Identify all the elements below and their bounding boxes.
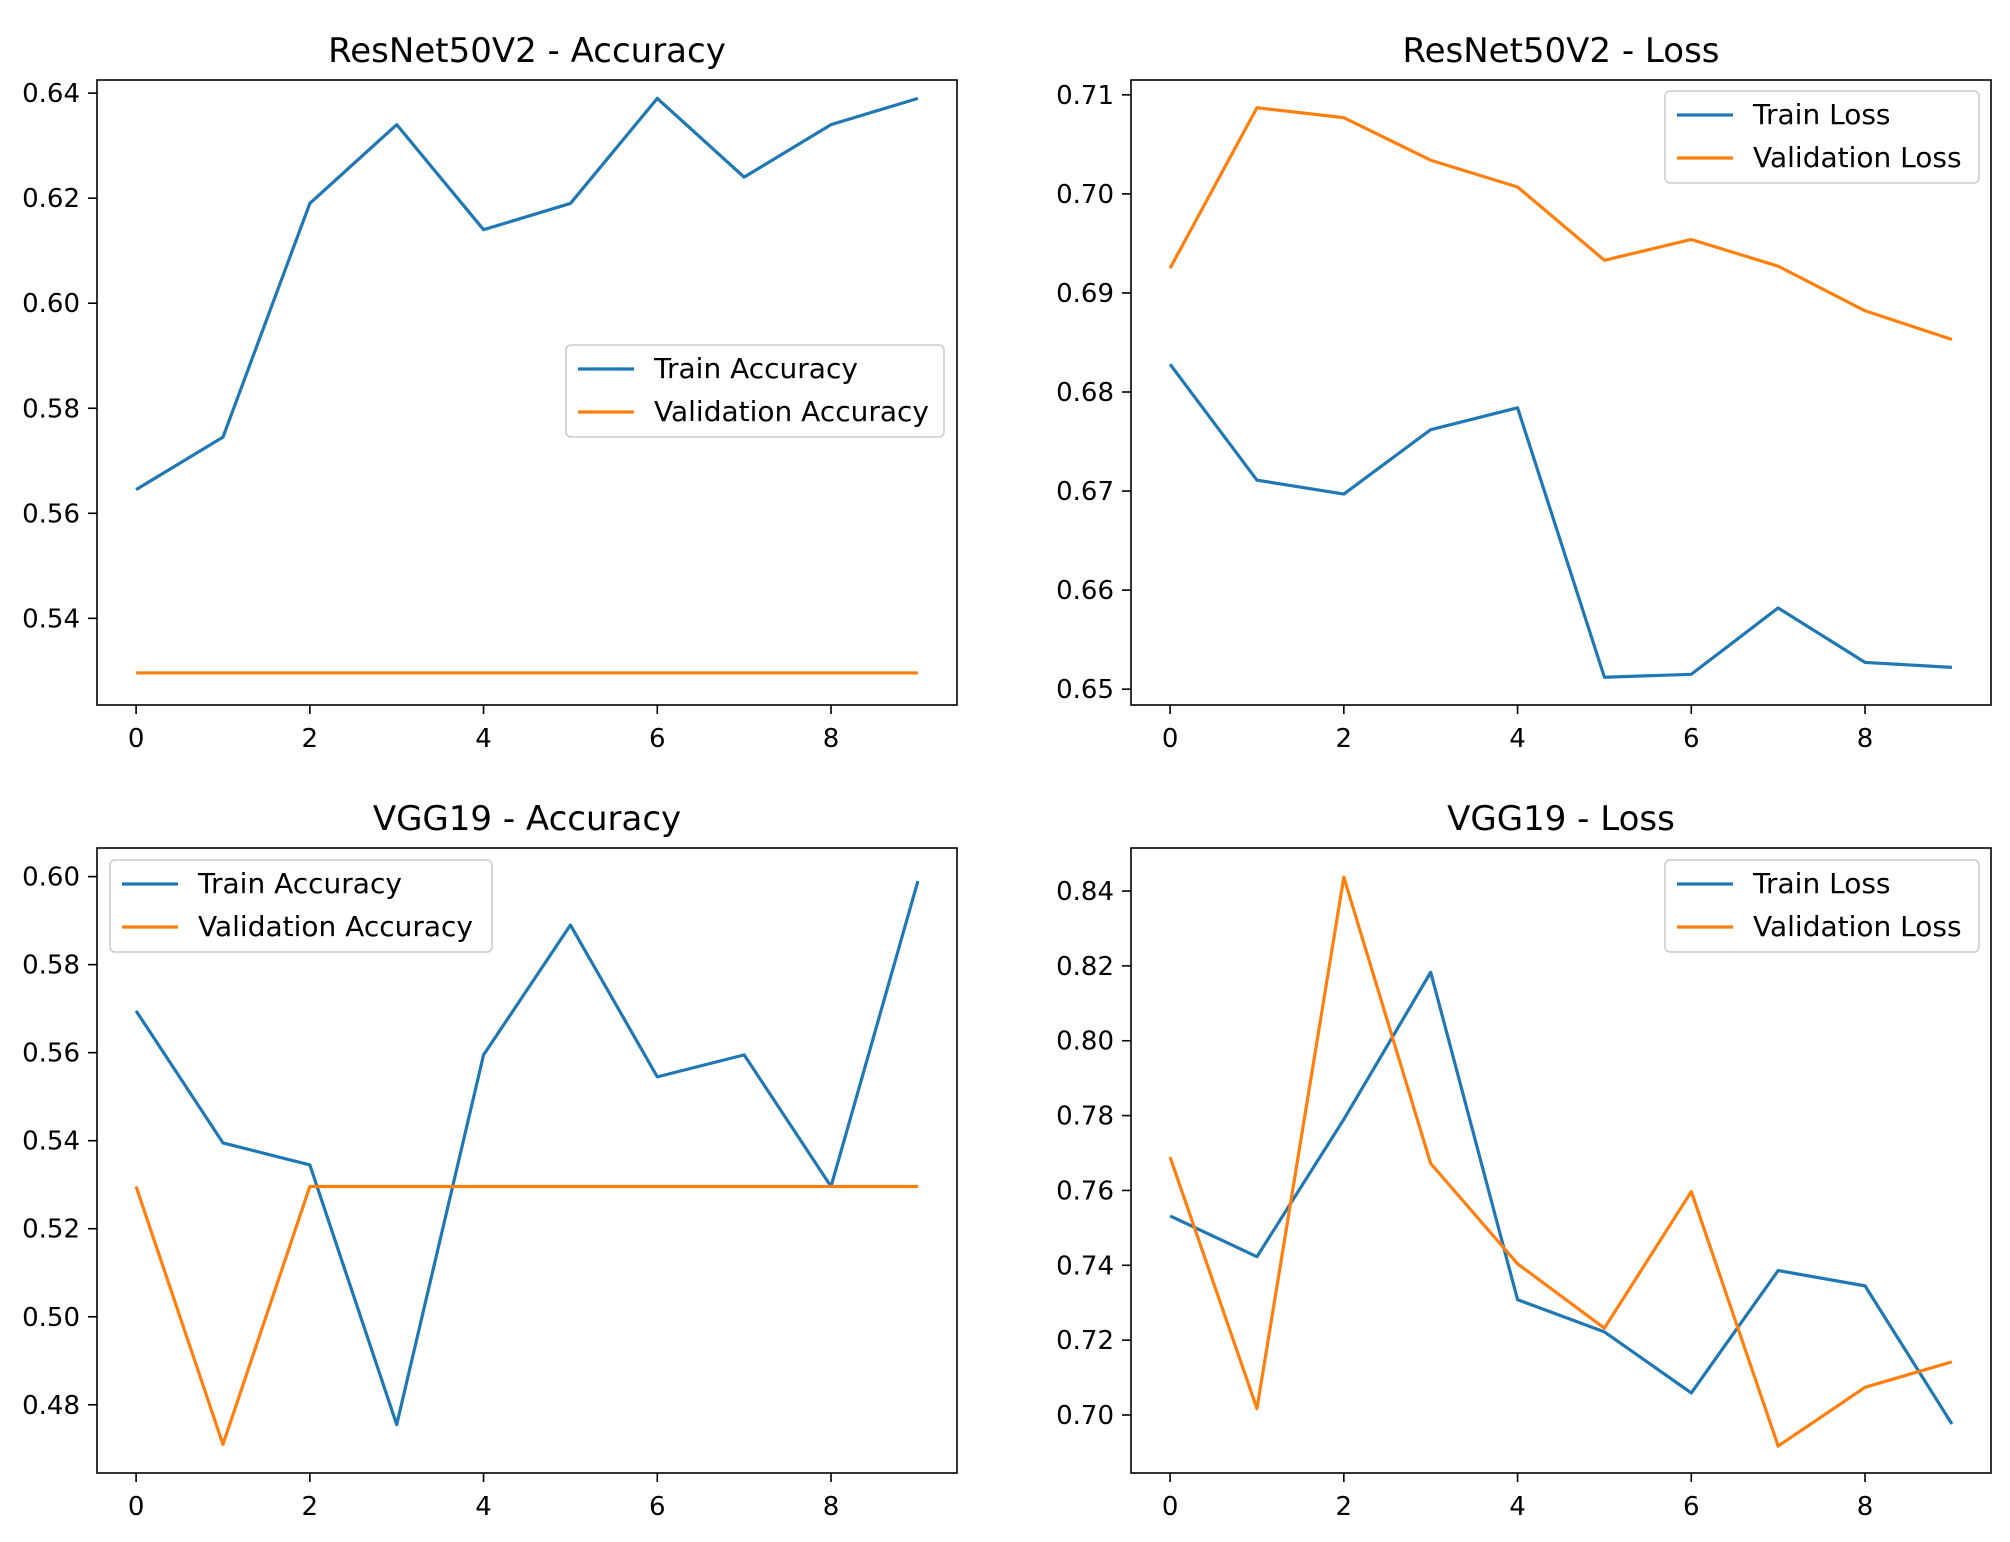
series-line-validation-accuracy bbox=[134, 1184, 918, 1446]
y-tick-label: 0.65 bbox=[1056, 675, 1114, 705]
legend: Train Loss Validation Loss bbox=[1664, 859, 1980, 953]
y-tick-label: 0.54 bbox=[22, 1127, 80, 1157]
chart-panel-4: VGG19 - Loss 0 2 4 6 8 0.70 0.72 0.74 0.76 0.78 0.8… bbox=[1056, 799, 1992, 1522]
axes-frame bbox=[96, 847, 958, 1474]
y-tick-label: 0.56 bbox=[22, 1039, 80, 1069]
chart-title: VGG19 - Loss bbox=[1447, 799, 1675, 839]
series-line-train-loss bbox=[1169, 970, 1954, 1425]
legend-label-validation-loss: Validation Loss bbox=[1753, 141, 1962, 174]
legend: Train Accuracy Validation Accuracy bbox=[565, 344, 945, 438]
x-tick-label: 6 bbox=[649, 724, 666, 754]
legend-label-train-loss: Train Loss bbox=[1752, 98, 1891, 131]
x-tick-label: 0 bbox=[128, 724, 145, 754]
y-tick-label: 0.78 bbox=[1056, 1102, 1114, 1132]
chart-panel-3: VGG19 - Accuracy 0 2 4 6 8 0.48 0.50 0.52 0.54 0.5… bbox=[22, 799, 958, 1522]
legend: Train Accuracy Validation Accuracy bbox=[109, 859, 493, 953]
legend-box bbox=[565, 344, 945, 438]
x-tick-label: 4 bbox=[1509, 1492, 1526, 1522]
x-tick-label: 8 bbox=[1857, 1492, 1874, 1522]
series-line-validation-loss bbox=[1168, 875, 1953, 1448]
axes-frame bbox=[1130, 847, 1992, 1474]
series-line-train-accuracy bbox=[134, 880, 920, 1427]
x-tick-label: 6 bbox=[649, 1492, 666, 1522]
y-tick-label: 0.60 bbox=[22, 863, 80, 893]
x-tick-label: 0 bbox=[1162, 724, 1179, 754]
legend-box bbox=[109, 859, 493, 953]
legend-box bbox=[1664, 90, 1980, 184]
y-tick-label: 0.58 bbox=[22, 951, 80, 981]
y-tick-label: 0.74 bbox=[1056, 1251, 1114, 1281]
chart-title: VGG19 - Accuracy bbox=[373, 799, 681, 839]
chart-panel-1: ResNet50V2 - Accuracy 0 2 4 6 8 0.54 0.56 0.58 0.… bbox=[22, 31, 958, 754]
y-tick-label: 0.70 bbox=[1056, 1401, 1114, 1431]
x-tick-label: 0 bbox=[1162, 1492, 1179, 1522]
x-tick-label: 6 bbox=[1683, 724, 1700, 754]
y-tick-label: 0.62 bbox=[22, 184, 80, 214]
y-tick-label: 0.52 bbox=[22, 1215, 80, 1245]
y-tick-label: 0.84 bbox=[1056, 877, 1114, 907]
y-tick-label: 0.71 bbox=[1056, 81, 1114, 111]
series-line-validation-loss bbox=[1168, 106, 1953, 342]
y-tick-label: 0.56 bbox=[22, 499, 80, 529]
y-tick-label: 0.54 bbox=[22, 604, 80, 634]
x-tick-label: 4 bbox=[475, 724, 492, 754]
x-tick-label: 6 bbox=[1683, 1492, 1700, 1522]
y-tick-label: 0.66 bbox=[1056, 576, 1114, 606]
chart-title: ResNet50V2 - Accuracy bbox=[328, 31, 726, 71]
x-tick-label: 4 bbox=[475, 1492, 492, 1522]
legend-label-train-accuracy: Train Accuracy bbox=[653, 352, 858, 385]
legend: Train Loss Validation Loss bbox=[1664, 90, 1980, 184]
axes-frame bbox=[96, 79, 958, 706]
x-tick-label: 8 bbox=[823, 724, 840, 754]
x-tick-label: 8 bbox=[823, 1492, 840, 1522]
y-tick-label: 0.50 bbox=[22, 1303, 80, 1333]
y-tick-label: 0.67 bbox=[1056, 477, 1114, 507]
y-tick-label: 0.64 bbox=[22, 79, 80, 109]
y-tick-label: 0.72 bbox=[1056, 1326, 1114, 1356]
y-tick-label: 0.82 bbox=[1056, 952, 1114, 982]
series-line-train-accuracy bbox=[135, 96, 919, 492]
y-tick-label: 0.80 bbox=[1056, 1027, 1114, 1057]
y-tick-label: 0.58 bbox=[22, 394, 80, 424]
x-tick-label: 2 bbox=[1336, 1492, 1353, 1522]
y-tick-label: 0.60 bbox=[22, 289, 80, 319]
y-tick-label: 0.68 bbox=[1056, 378, 1114, 408]
y-tick-label: 0.70 bbox=[1056, 180, 1114, 210]
legend-label-train-loss: Train Loss bbox=[1752, 867, 1891, 900]
x-tick-label: 2 bbox=[302, 724, 319, 754]
legend-label-validation-accuracy: Validation Accuracy bbox=[654, 395, 929, 428]
chart-panel-2: ResNet50V2 - Loss 0 2 4 6 8 0.65 0.66 0.67 0.68 0.… bbox=[1056, 31, 1992, 754]
legend-label-validation-accuracy: Validation Accuracy bbox=[198, 910, 473, 943]
legend-label-train-accuracy: Train Accuracy bbox=[197, 867, 402, 900]
x-tick-label: 2 bbox=[302, 1492, 319, 1522]
x-tick-label: 2 bbox=[1336, 724, 1353, 754]
y-tick-label: 0.48 bbox=[22, 1391, 80, 1421]
chart-title: ResNet50V2 - Loss bbox=[1402, 31, 1719, 71]
x-tick-label: 8 bbox=[1857, 724, 1874, 754]
y-tick-label: 0.76 bbox=[1056, 1176, 1114, 1206]
y-tick-label: 0.69 bbox=[1056, 279, 1114, 309]
legend-box bbox=[1664, 859, 1980, 953]
x-tick-label: 4 bbox=[1509, 724, 1526, 754]
series-line-train-loss bbox=[1168, 363, 1953, 679]
x-tick-label: 0 bbox=[128, 1492, 145, 1522]
legend-label-validation-loss: Validation Loss bbox=[1753, 910, 1962, 943]
